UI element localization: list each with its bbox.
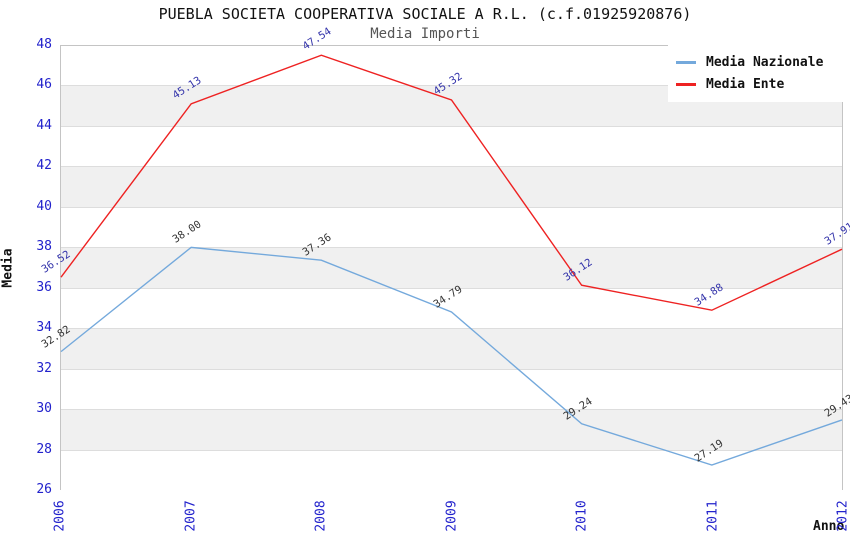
series-lines [60, 54, 843, 466]
plot-band [61, 248, 842, 289]
plot-band [61, 167, 842, 208]
y-tick-label: 44 [36, 117, 52, 133]
plot-band [61, 207, 842, 249]
page-title: PUEBLA SOCIETA COOPERATIVA SOCIALE A R.L… [158, 5, 692, 23]
gridline [61, 328, 842, 330]
y-tick-label: 32 [36, 360, 52, 376]
gridline [61, 125, 842, 127]
legend-item-media-ente: Media Ente [676, 77, 843, 92]
x-tick-label: 2007 [183, 500, 198, 532]
y-tick-label: 26 [36, 482, 52, 497]
y-tick-label: 34 [36, 320, 52, 336]
y-tick-label: 40 [36, 198, 52, 214]
y-tick-label: 48 [36, 37, 52, 52]
gridline [61, 85, 842, 87]
gridline [61, 287, 842, 289]
y-tick-label: 30 [36, 401, 52, 417]
gridline [61, 409, 842, 411]
series-line-media-nazionale [60, 246, 843, 466]
gridline [61, 247, 842, 249]
x-tick-label: 2006 [52, 500, 68, 532]
plot-band [61, 126, 842, 168]
y-axis-label: Media [0, 248, 16, 288]
plot-area: 32.82 38.00 37.36 34.79 29.24 27.19 29.43 36.52… [39, 26, 850, 491]
gridline [61, 206, 842, 208]
y-tick-label: 38 [36, 239, 52, 255]
plot-band [61, 369, 842, 411]
legend-label-nazionale: Media Nazionale [706, 55, 824, 70]
chart-subtitle: Media Importi [370, 26, 480, 42]
y-tick-label: 28 [36, 441, 52, 457]
legend: Media Nazionale Media Ente [668, 45, 843, 102]
plot-band [61, 450, 842, 491]
x-tick-label: 2009 [444, 500, 459, 532]
y-tick-label: 36 [36, 279, 52, 295]
y-tick-label: 46 [36, 77, 52, 93]
x-tick-label: 2008 [313, 500, 329, 532]
plot-band [61, 288, 842, 330]
legend-line-sample-nazionale [676, 61, 696, 64]
series-line-media-ente [60, 54, 843, 311]
legend-label-ente: Media Ente [706, 77, 785, 92]
y-tick-label: 42 [36, 158, 52, 174]
gridline [61, 368, 842, 370]
legend-item-media-nazionale: Media Nazionale [676, 55, 843, 70]
x-tick-label: 2012 [835, 500, 850, 532]
x-axis-label: Anno [813, 519, 845, 534]
plot-band [61, 410, 842, 451]
x-tick-label: 2011 [705, 500, 720, 532]
gridline [61, 166, 842, 168]
legend-line-sample-ente [676, 83, 696, 86]
plot-band [61, 329, 842, 370]
x-tick-label: 2010 [574, 500, 590, 532]
gridline [61, 449, 842, 451]
